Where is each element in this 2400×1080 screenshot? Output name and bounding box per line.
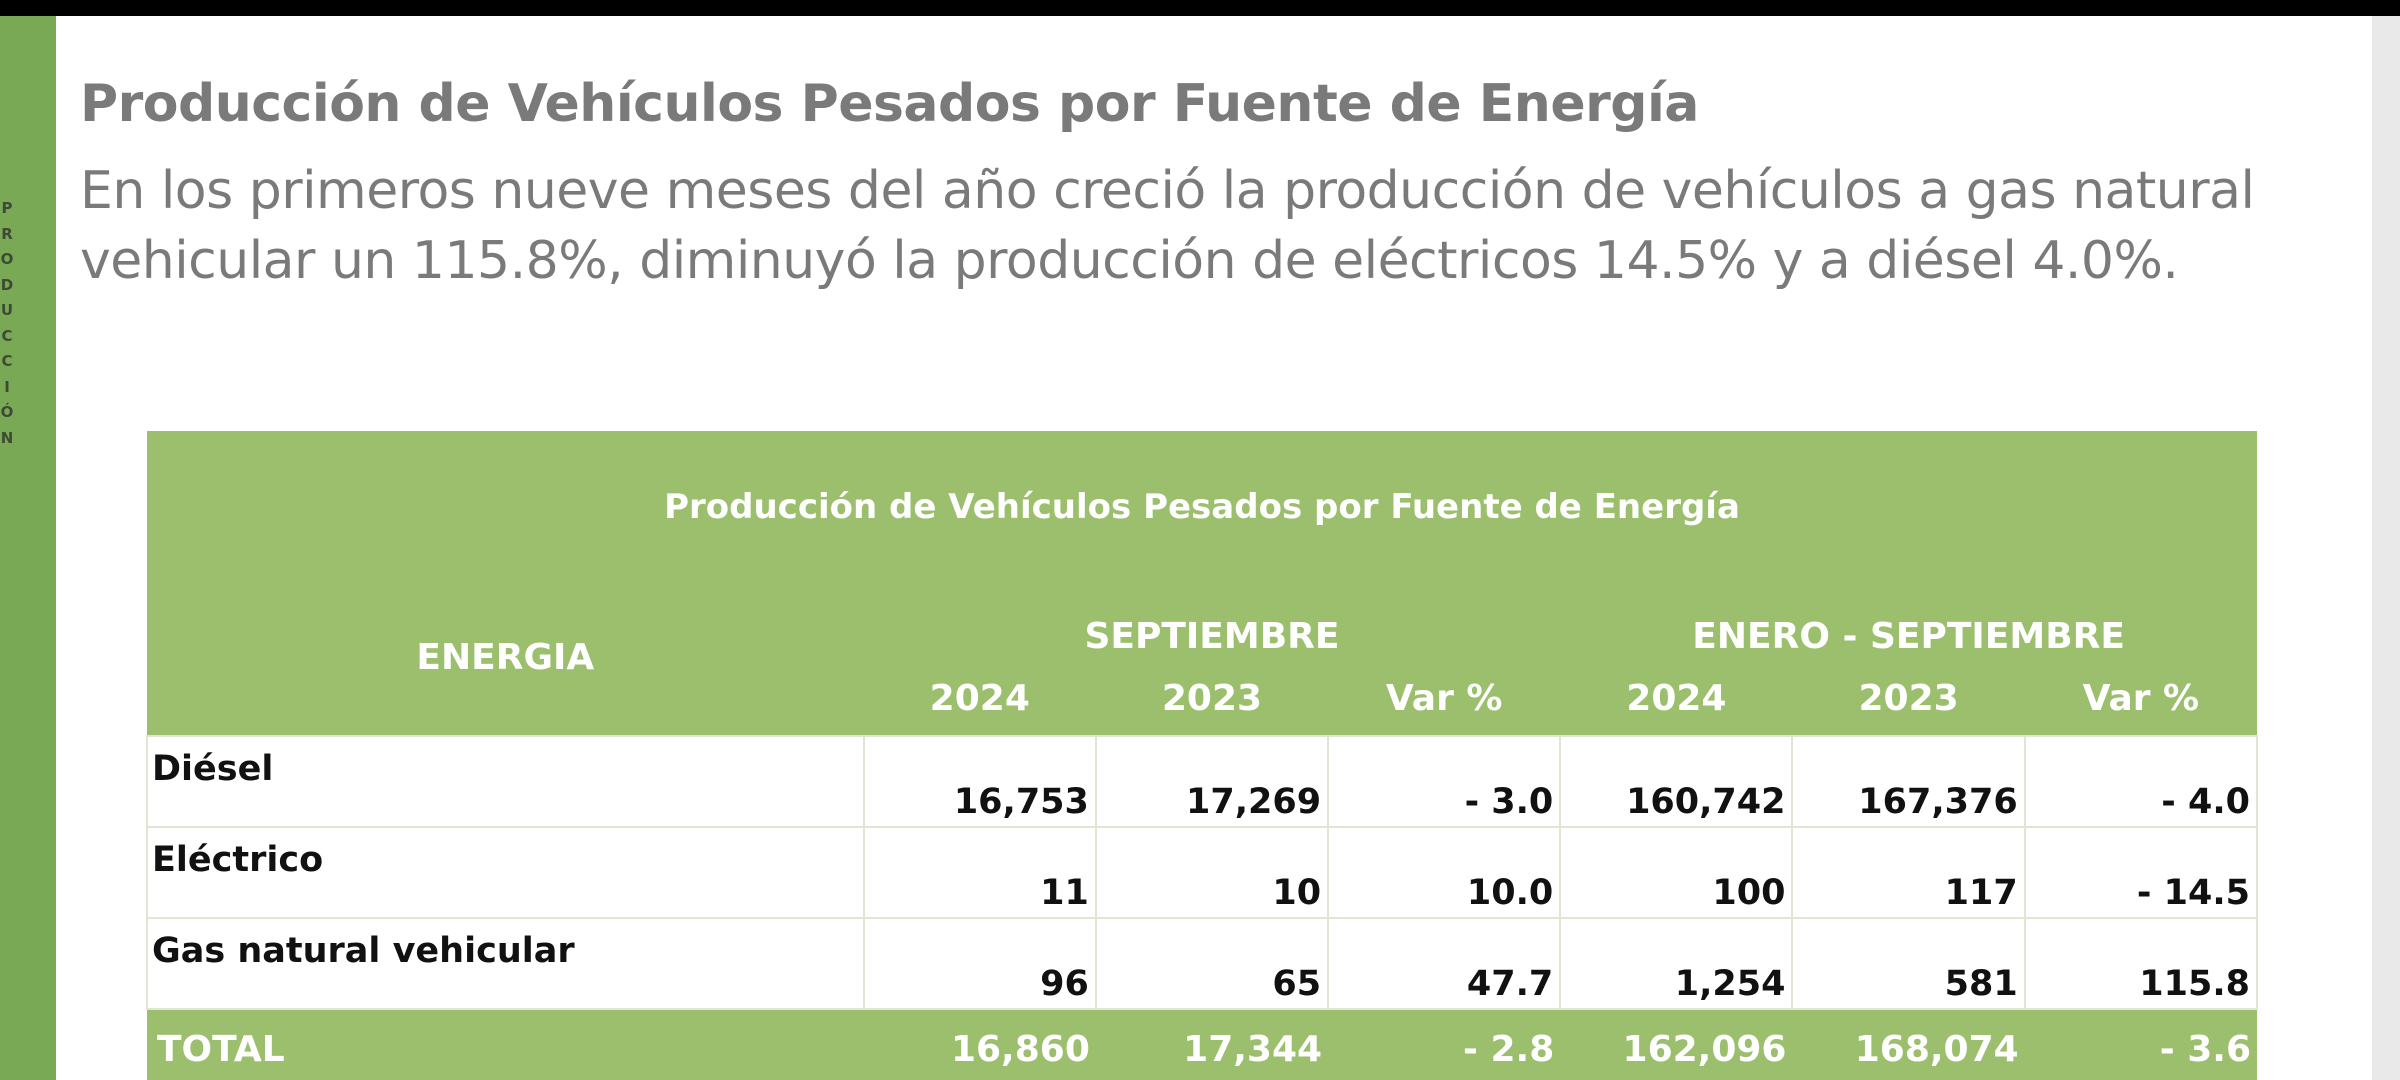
- table-cell: - 3.0: [1327, 735, 1562, 828]
- table-year-row: 2024 2023 Var % 2024 2023 Var %: [147, 661, 2257, 736]
- table-cell: - 14.5: [2023, 826, 2259, 919]
- total-cell: 16,860: [863, 1009, 1096, 1080]
- column-header: Var %: [2024, 661, 2257, 736]
- slide: P R O D U C C I Ó N Producción de Vehícu…: [0, 16, 2400, 1080]
- table-cell: - 4.0: [2023, 735, 2259, 828]
- sidebar-letter: P: [1, 199, 13, 217]
- table-cell: 160,742: [1559, 735, 1794, 828]
- slide-subtitle: En los primeros nueve meses del año crec…: [80, 161, 2255, 291]
- table-cell: 17,269: [1094, 735, 1330, 828]
- table-cell: 47.7: [1327, 917, 1562, 1010]
- total-cell: - 2.8: [1328, 1009, 1561, 1080]
- sidebar-letter: I: [4, 377, 10, 396]
- column-header: 2024: [1560, 661, 1793, 736]
- row-label: Gas natural vehicular: [146, 917, 865, 1010]
- total-cell: 17,344: [1095, 1009, 1329, 1080]
- sidebar-letter: O: [0, 250, 14, 268]
- energy-table: Producción de Vehículos Pesados por Fuen…: [146, 431, 2259, 1080]
- table-cell: 117: [1791, 826, 2026, 919]
- table-row: Gas natural vehicular 96 65 47.7 1,254 5…: [146, 917, 2259, 1010]
- table-cell: 65: [1094, 917, 1330, 1010]
- table-cell: 1,254: [1559, 917, 1794, 1010]
- table-period-row: ENERGIA SEPTIEMBRE ENERO - SEPTIEMBRE: [147, 583, 2257, 736]
- row-label: Diésel: [146, 735, 865, 828]
- sidebar-letter: Ó: [0, 403, 14, 421]
- table-cell: 10.0: [1327, 826, 1562, 919]
- table-cell: 10: [1094, 826, 1330, 919]
- table-row: Eléctrico 11 10 10.0 100 117 - 14.5: [146, 826, 2259, 919]
- table-title: Producción de Vehículos Pesados por Fuen…: [147, 431, 2257, 583]
- table-cell: 16,753: [862, 735, 1097, 828]
- table-row: Diésel 16,753 17,269 - 3.0 160,742 167,3…: [146, 735, 2259, 828]
- table-cell: 115.8: [2023, 917, 2259, 1010]
- energy-column-header: ENERGIA: [147, 583, 864, 736]
- total-label: TOTAL: [147, 1009, 864, 1080]
- table-cell: 167,376: [1791, 735, 2026, 828]
- column-header: Var %: [1328, 661, 1561, 736]
- table-cell: 100: [1559, 826, 1794, 919]
- total-cell: 162,096: [1560, 1009, 1793, 1080]
- table-title-row: Producción de Vehículos Pesados por Fuen…: [147, 431, 2257, 583]
- period-header-september: SEPTIEMBRE: [863, 583, 1561, 661]
- column-header: 2023: [1095, 661, 1329, 736]
- sidebar-letter: D: [0, 275, 14, 294]
- sidebar-letter: N: [0, 428, 14, 447]
- sidebar-letter: R: [1, 224, 13, 243]
- section-sidebar: P R O D U C C I Ó N: [0, 16, 56, 1080]
- sidebar-letter: C: [1, 326, 13, 345]
- sidebar-vertical-label: P R O D U C C I Ó N: [0, 196, 14, 451]
- total-row: TOTAL 16,860 17,344 - 2.8 162,096 168,07…: [147, 1009, 2257, 1080]
- sidebar-letter: C: [1, 352, 13, 370]
- sidebar-letter: U: [0, 301, 14, 319]
- row-label: Eléctrico: [146, 826, 865, 919]
- table-cell: 581: [1791, 917, 2026, 1010]
- total-cell: - 3.6: [2024, 1009, 2257, 1080]
- table-cell: 96: [862, 917, 1097, 1010]
- period-header-jan-sep: ENERO - SEPTIEMBRE: [1560, 583, 2257, 661]
- right-edge-strip: [2372, 16, 2400, 1080]
- column-header: 2024: [863, 661, 1096, 736]
- table-cell: 11: [862, 826, 1097, 919]
- slide-title: Producción de Vehículos Pesados por Fuen…: [80, 74, 1699, 134]
- production-table: Producción de Vehículos Pesados por Fuen…: [146, 431, 2259, 1080]
- column-header: 2023: [1792, 661, 2025, 736]
- total-cell: 168,074: [1792, 1009, 2025, 1080]
